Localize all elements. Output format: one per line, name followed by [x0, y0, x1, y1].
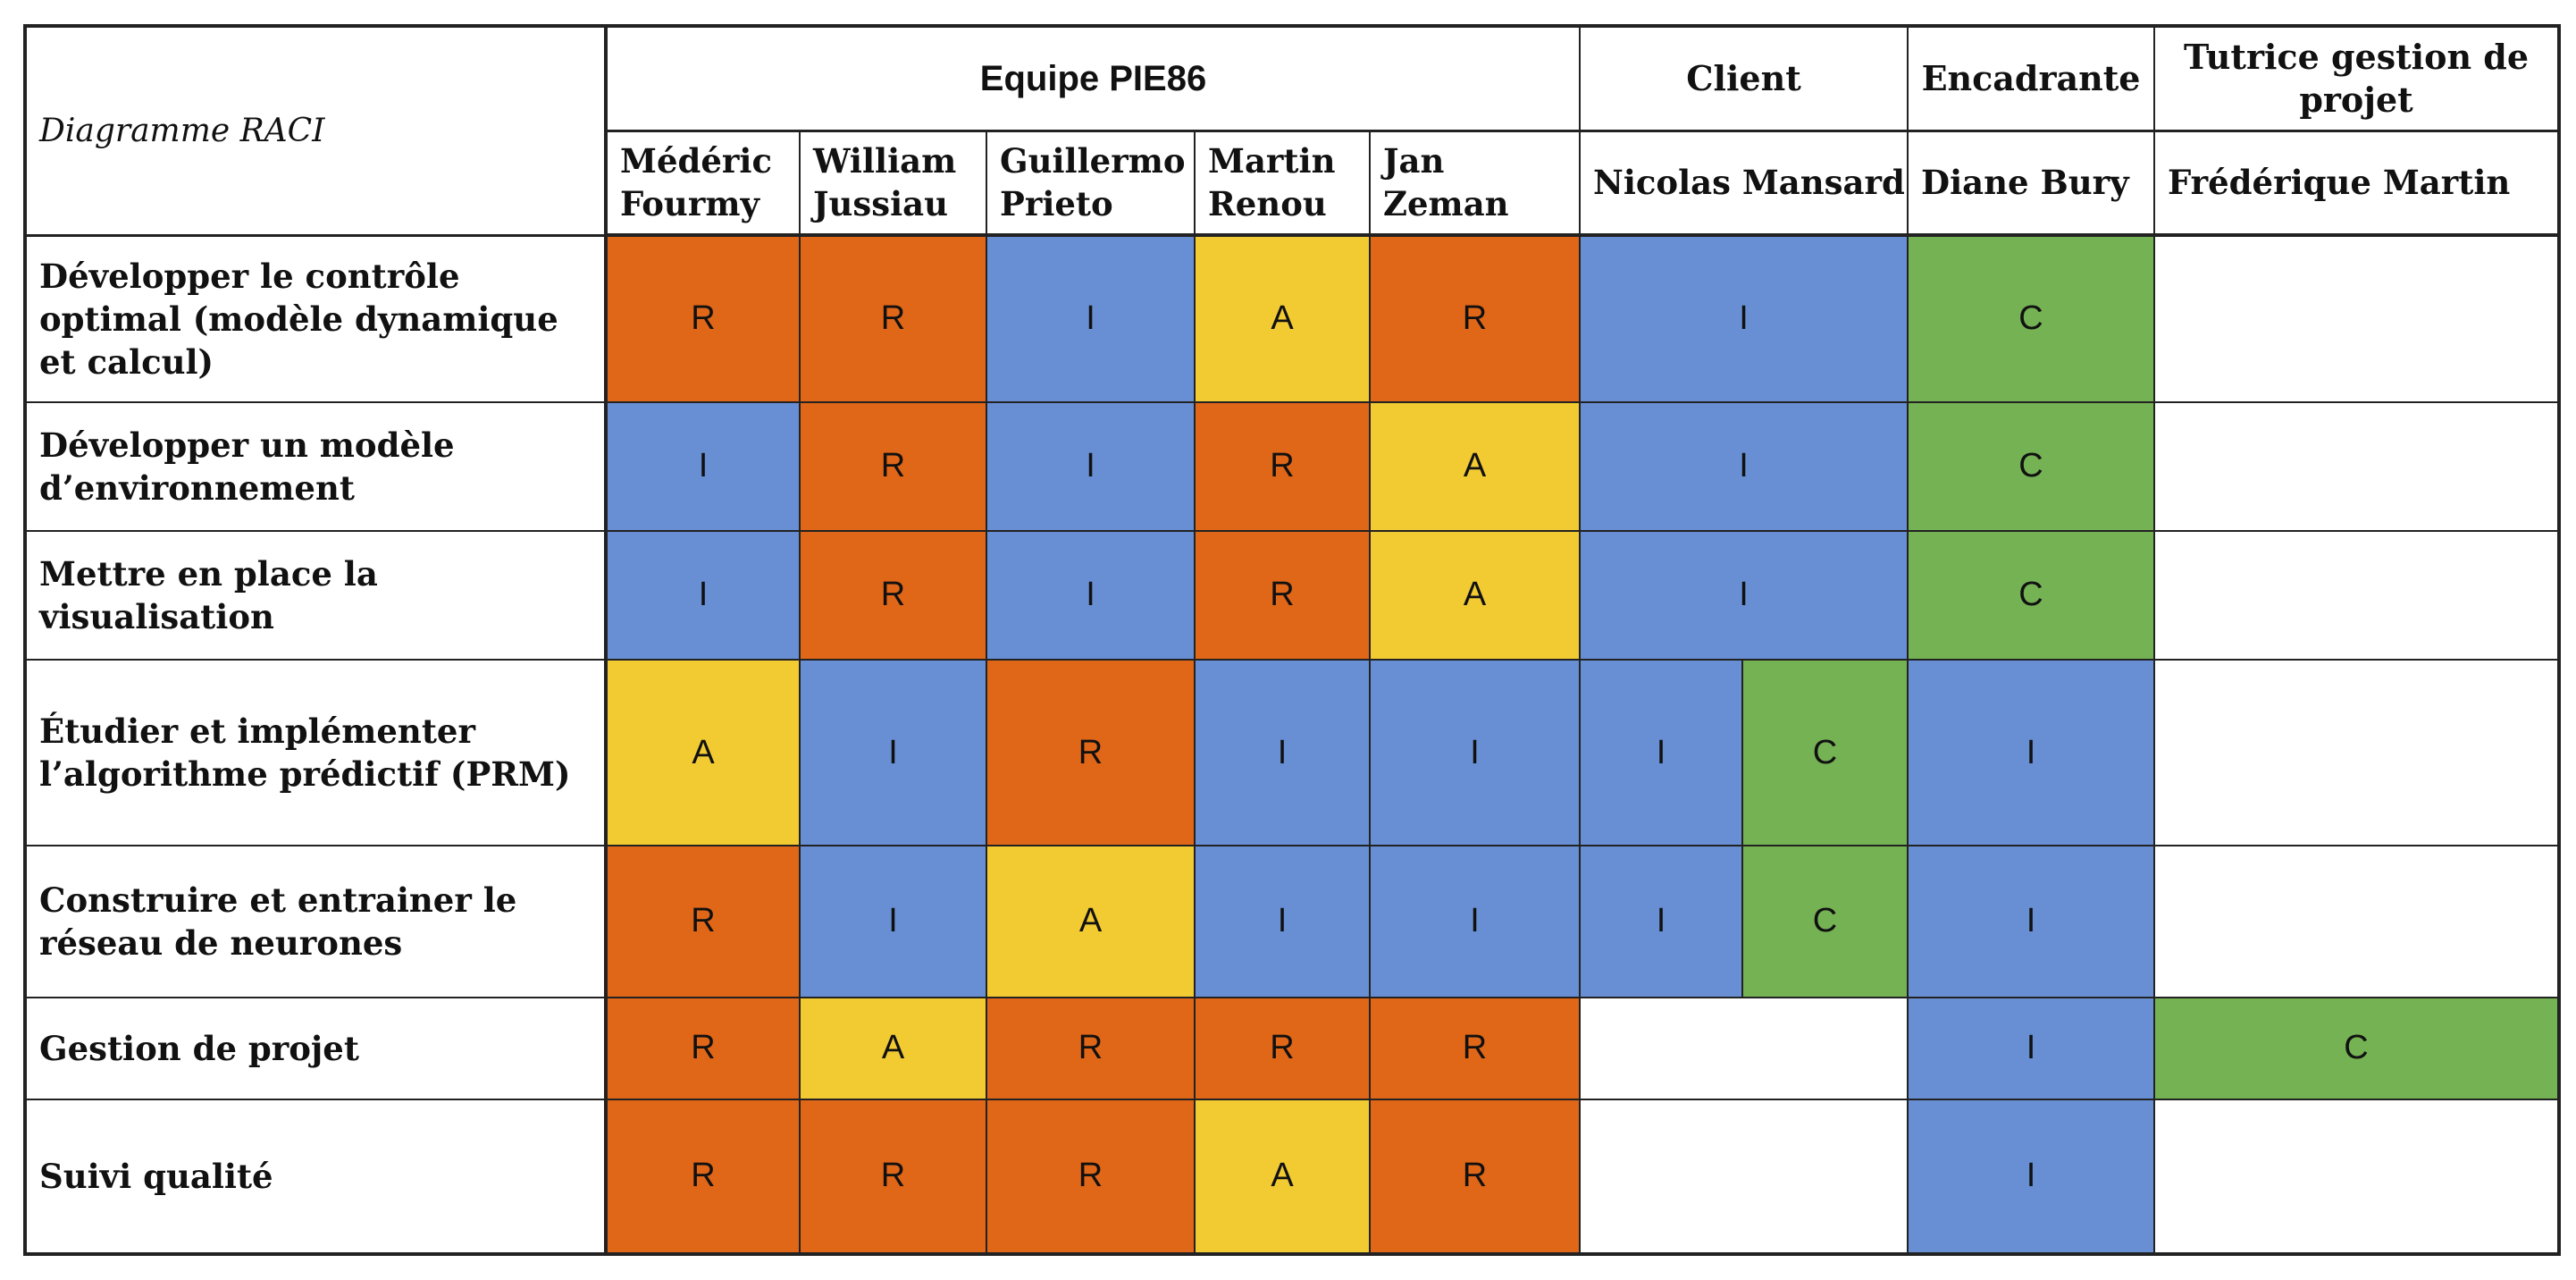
raci-cell	[2153, 845, 2561, 998]
raci-cell: I	[605, 400, 801, 532]
task-label: Développer un modèle d’environnement	[24, 400, 608, 532]
raci-cell: A	[799, 996, 987, 1100]
person-header-p4: Martin Renou	[1194, 130, 1371, 238]
raci-cell: R	[799, 1098, 987, 1256]
table-row: Suivi qualité R R R A R I	[24, 1098, 2561, 1256]
raci-cell: I	[605, 529, 801, 661]
raci-cell: A	[1368, 400, 1582, 532]
raci-cell	[2153, 529, 2561, 661]
table-row: Construire et entrainer le réseau de neu…	[24, 845, 2561, 998]
task-label: Étudier et implémenter l’algorithme préd…	[24, 658, 608, 847]
raci-cell: I	[1194, 845, 1371, 998]
raci-cell: R	[1194, 996, 1371, 1100]
table-row: Gestion de projet R A R R R I C	[24, 996, 2561, 1100]
table-row: Développer le contrôle optimal (modèle d…	[24, 234, 2561, 403]
task-label: Développer le contrôle optimal (modèle d…	[24, 234, 608, 403]
raci-cell: C	[1741, 658, 1909, 847]
group-header-team: Equipe PIE86	[604, 24, 1582, 132]
raci-cell: I	[1907, 845, 2156, 998]
raci-cell: C	[1907, 400, 2156, 532]
task-label: Suivi qualité	[24, 1098, 608, 1256]
raci-cell	[2153, 1098, 2561, 1256]
raci-cell: I	[1907, 996, 2156, 1100]
group-header-supervisor: Encadrante	[1907, 24, 2156, 132]
raci-cell: R	[605, 996, 801, 1100]
raci-cell: R	[605, 845, 801, 998]
task-label: Gestion de projet	[24, 996, 608, 1100]
raci-cell: R	[1368, 234, 1582, 403]
raci-cell: R	[1194, 529, 1371, 661]
raci-cell: C	[1907, 529, 2156, 661]
raci-cell: I	[799, 845, 987, 998]
raci-cell	[2153, 234, 2561, 403]
raci-cell: A	[1194, 234, 1371, 403]
raci-cell: I	[1368, 845, 1582, 998]
person-header-supervisor: Diane Bury	[1907, 130, 2156, 238]
raci-cell: C	[1741, 845, 1909, 998]
raci-cell: I	[986, 400, 1196, 532]
group-header-client: Client	[1579, 24, 1909, 132]
raci-cell: I	[1907, 658, 2156, 847]
raci-cell: R	[986, 658, 1196, 847]
raci-cell: I	[1579, 400, 1909, 532]
task-label: Mettre en place la visualisation	[24, 529, 608, 661]
person-header-client: Nicolas Mansard	[1579, 130, 1909, 238]
raci-cell: I	[986, 234, 1196, 403]
raci-cell: R	[799, 234, 987, 403]
group-header-tutor: Tutrice gestion de projet	[2153, 24, 2561, 132]
task-label: Construire et entrainer le réseau de neu…	[24, 845, 608, 998]
raci-cell: I	[1579, 658, 1744, 847]
raci-cell: I	[799, 658, 987, 847]
raci-cell: I	[1907, 1098, 2156, 1256]
raci-cell: C	[1907, 234, 2156, 403]
raci-cell: R	[1194, 400, 1371, 532]
person-header-p2: William Jussiau	[799, 130, 987, 238]
table-row: Mettre en place la visualisation I R I R…	[24, 529, 2561, 661]
raci-cell: I	[1579, 529, 1909, 661]
person-header-tutor: Frédérique Martin	[2153, 130, 2561, 238]
corner-label: Diagramme RACI	[24, 24, 608, 237]
raci-table: Diagramme RACI Equipe PIE86 Client Encad…	[23, 24, 2562, 1256]
raci-cell: R	[799, 529, 987, 661]
table-row: Développer un modèle d’environnement I R…	[24, 400, 2561, 532]
raci-cell	[2153, 400, 2561, 532]
raci-cell: R	[605, 234, 801, 403]
raci-cell: R	[1368, 1098, 1582, 1256]
raci-cell: R	[605, 1098, 801, 1256]
raci-cell: I	[1194, 658, 1371, 847]
person-header-p1: Médéric Fourmy	[605, 130, 801, 238]
raci-cell	[1579, 1098, 1909, 1256]
raci-cell: A	[1194, 1098, 1371, 1256]
person-header-p5: Jan Zeman	[1368, 130, 1582, 238]
table-row: Étudier et implémenter l’algorithme préd…	[24, 658, 2561, 847]
person-header-p3: Guillermo Prieto	[986, 130, 1196, 238]
raci-cell: I	[1579, 845, 1744, 998]
raci-cell: I	[986, 529, 1196, 661]
raci-cell: I	[1579, 234, 1909, 403]
raci-cell: C	[2153, 996, 2561, 1100]
raci-cell	[2153, 658, 2561, 847]
raci-cell: A	[1368, 529, 1582, 661]
raci-cell: R	[986, 996, 1196, 1100]
raci-cell	[1579, 996, 1909, 1100]
raci-cell: A	[605, 658, 801, 847]
raci-cell: R	[799, 400, 987, 532]
raci-cell: A	[986, 845, 1196, 998]
raci-cell: R	[986, 1098, 1196, 1256]
raci-cell: R	[1368, 996, 1582, 1100]
raci-cell: I	[1368, 658, 1582, 847]
